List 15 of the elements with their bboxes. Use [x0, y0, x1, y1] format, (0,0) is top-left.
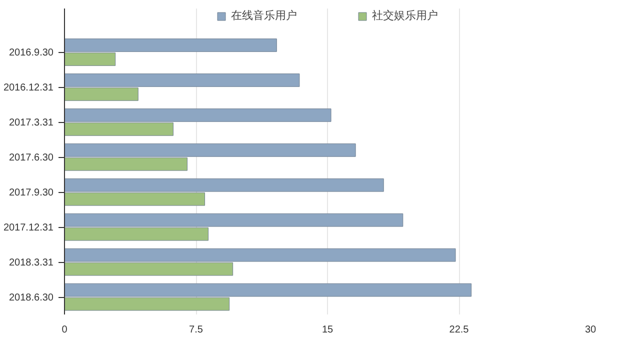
- y-tick-label: 2017.9.30: [9, 188, 54, 199]
- x-tick-label: 0: [62, 324, 68, 336]
- y-tick-label: 2017.12.31: [3, 222, 54, 234]
- x-tick-label: 30: [584, 324, 596, 336]
- y-tick-label: 2018.6.30: [9, 292, 54, 304]
- y-tick-label: 2017.6.30: [9, 152, 54, 164]
- y-tick-label: 2017.3.31: [9, 118, 54, 129]
- y-tick-label: 2018.3.31: [9, 258, 54, 269]
- legend-label: 在线音乐用户: [231, 8, 297, 23]
- x-tick-label: 22.5: [449, 324, 470, 336]
- legend-label: 社交娱乐用户: [372, 8, 438, 23]
- x-tick-label: 15: [322, 324, 334, 336]
- y-tick-label: 2016.9.30: [9, 48, 54, 59]
- y-tick-label: 2016.12.31: [3, 82, 54, 94]
- x-tick-label: 7.5: [189, 324, 204, 336]
